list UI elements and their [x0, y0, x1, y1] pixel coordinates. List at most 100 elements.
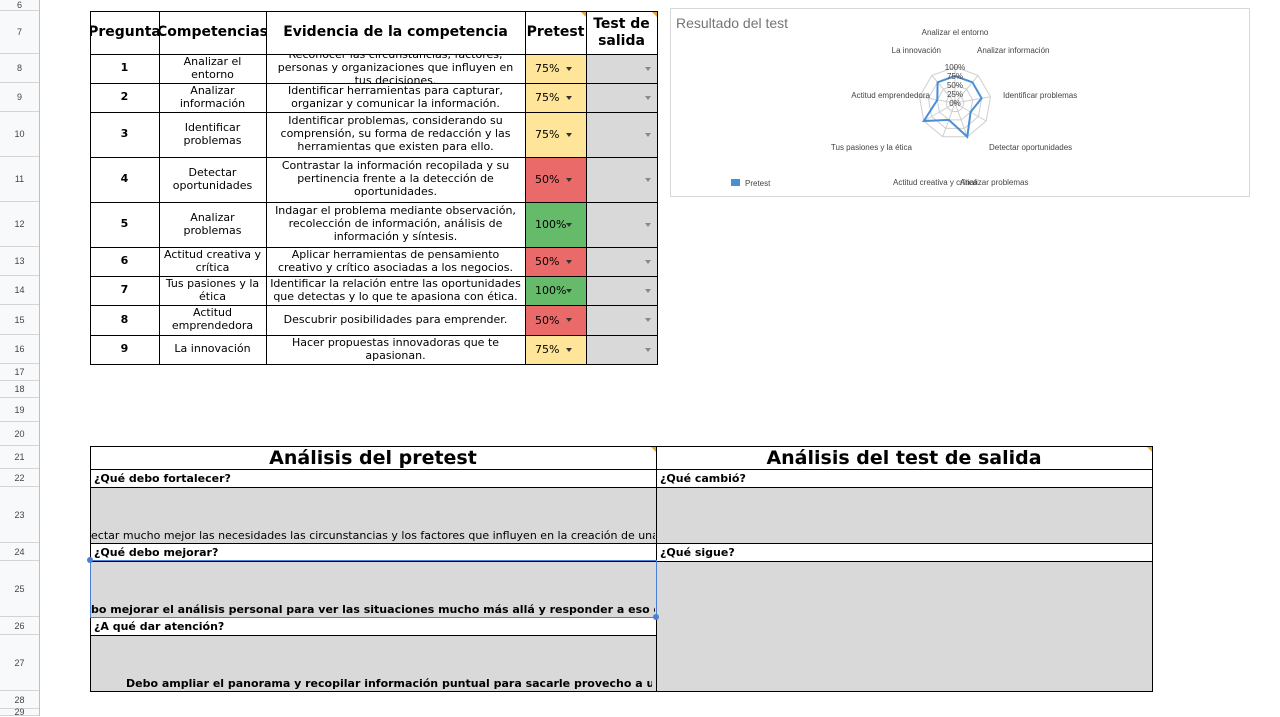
row-number[interactable]: 16 — [0, 335, 39, 364]
evidencia-cell[interactable]: Contrastar la información recopilada y s… — [281, 159, 510, 198]
competencia-cell[interactable]: La innovación — [174, 342, 251, 356]
row-number[interactable]: 13 — [0, 247, 39, 276]
row-number-cell[interactable]: 1 — [120, 61, 129, 75]
competencia-cell[interactable]: Actitud emprendedora — [171, 306, 254, 332]
row-number[interactable]: 19 — [0, 398, 39, 422]
chevron-down-icon — [566, 177, 572, 182]
row-number[interactable]: 7 — [0, 11, 39, 54]
evidencia-cell[interactable]: Reconocer las circunstancias, factores, … — [277, 54, 514, 83]
row-number-cell[interactable]: 2 — [120, 90, 129, 104]
row-number-cell[interactable]: 9 — [120, 342, 129, 356]
test-salida-dropdown[interactable] — [586, 276, 657, 305]
evidencia-cell[interactable]: Identificar la relación entre las oportu… — [270, 276, 521, 303]
pretest-dropdown[interactable]: 75% — [525, 112, 586, 157]
test-salida-dropdown[interactable] — [586, 83, 657, 112]
row-header-column[interactable]: 6 7 8 9 10 11 12 13 14 15 16 17 18 19 20 21 22 23 24 25 26 27… — [0, 0, 40, 717]
row-number[interactable]: 10 — [0, 112, 39, 157]
row-number[interactable]: 26 — [0, 617, 39, 635]
row-number[interactable]: 11 — [0, 157, 39, 202]
selection-handle[interactable] — [87, 557, 93, 563]
header-competencias[interactable]: Competencias — [159, 24, 266, 41]
pretest-dropdown[interactable]: 75% — [525, 335, 586, 364]
evidencia-cell[interactable]: Aplicar herramientas de pensamiento crea… — [278, 247, 513, 274]
competencia-cell[interactable]: Actitud creativa y crítica — [164, 247, 261, 274]
pretest-dropdown[interactable]: 50% — [525, 157, 586, 202]
row-number[interactable]: 8 — [0, 54, 39, 83]
row-number[interactable]: 9 — [0, 83, 39, 112]
row-number[interactable]: 24 — [0, 543, 39, 561]
pretest-dropdown[interactable]: 75% — [525, 54, 586, 83]
test-salida-dropdown[interactable] — [586, 247, 657, 276]
pretest-value: 50% — [535, 313, 560, 327]
pretest-dropdown[interactable]: 100% — [525, 202, 586, 247]
radar-chart[interactable]: Resultado del test 100% 75% 50% 25% 0% Analiz… — [670, 8, 1250, 197]
test-salida-dropdown[interactable] — [586, 305, 657, 335]
row-number[interactable]: 21 — [0, 446, 39, 469]
competencia-cell[interactable]: Analizar información — [179, 83, 246, 110]
chevron-down-icon — [566, 318, 572, 322]
row-number[interactable]: 12 — [0, 202, 39, 247]
row-number[interactable]: 6 — [0, 0, 39, 11]
pretest-dropdown[interactable]: 100% — [525, 276, 586, 305]
row-number[interactable]: 29 — [0, 707, 39, 717]
grid-line — [586, 11, 587, 365]
radar-axis-label: Identificar problemas — [1003, 91, 1077, 100]
test-salida-dropdown[interactable] — [586, 54, 657, 83]
pretest-dropdown[interactable]: 50% — [525, 305, 586, 335]
row-number-cell[interactable]: 8 — [120, 312, 129, 326]
radar-spoke — [954, 96, 991, 104]
evidencia-cell[interactable]: Indagar el problema mediante observación… — [275, 204, 516, 243]
chevron-down-icon — [645, 347, 651, 352]
row-number[interactable]: 22 — [0, 469, 39, 487]
header-test-salida[interactable]: Test de salida — [593, 15, 650, 49]
grid-line — [90, 446, 1153, 447]
test-salida-dropdown[interactable] — [586, 202, 657, 247]
row-number[interactable]: 27 — [0, 635, 39, 691]
evidencia-cell[interactable]: Descubrir posibilidades para emprender. — [283, 312, 508, 326]
row-number-cell[interactable]: 5 — [120, 217, 129, 231]
header-pregunta[interactable]: Pregunta — [90, 24, 159, 41]
radar-grid-ring — [936, 84, 974, 121]
row-number-cell[interactable]: 4 — [120, 172, 129, 186]
chevron-down-icon — [566, 132, 572, 137]
selection-handle[interactable] — [653, 614, 659, 620]
competencia-cell[interactable]: Tus pasiones y la ética — [165, 276, 260, 303]
competencia-cell[interactable]: Detectar oportunidades — [172, 165, 253, 192]
row-number[interactable]: 18 — [0, 381, 39, 398]
competencia-cell[interactable]: Analizar el entorno — [183, 54, 242, 81]
row-number[interactable]: 25 — [0, 561, 39, 617]
answer-sigue-cell[interactable] — [656, 561, 1152, 691]
grid-line — [1152, 446, 1153, 692]
evidencia-cell[interactable]: Identificar problemas, considerando su c… — [280, 114, 511, 153]
label-atencion: ¿A qué dar atención? — [90, 617, 656, 635]
row-number[interactable]: 17 — [0, 364, 39, 381]
evidencia-cell[interactable]: Identificar herramientas para capturar, … — [287, 83, 503, 110]
row-number[interactable]: 28 — [0, 691, 39, 709]
row-number-cell[interactable]: 6 — [120, 254, 129, 268]
pretest-dropdown[interactable]: 75% — [525, 83, 586, 112]
answer-atencion-cell[interactable] — [90, 635, 656, 691]
grid-line — [90, 335, 658, 336]
test-salida-dropdown[interactable] — [586, 335, 657, 364]
row-number[interactable]: 14 — [0, 276, 39, 305]
test-salida-dropdown[interactable] — [586, 112, 657, 157]
competencia-cell[interactable]: Identificar problemas — [183, 120, 242, 147]
grid-line — [90, 112, 658, 113]
pretest-dropdown[interactable]: 50% — [525, 247, 586, 276]
competencia-cell[interactable]: Analizar problemas — [183, 210, 242, 237]
chevron-down-icon — [566, 288, 572, 293]
answer-mejorar-cell[interactable] — [90, 561, 656, 617]
header-pretest[interactable]: Pretest — [526, 24, 585, 41]
test-salida-dropdown[interactable] — [586, 157, 657, 202]
row-number[interactable]: 15 — [0, 305, 39, 335]
header-evidencia[interactable]: Evidencia de la competencia — [283, 24, 508, 41]
evidencia-cell[interactable]: Hacer propuestas innovadoras que te apas… — [291, 335, 500, 362]
row-number-cell[interactable]: 7 — [120, 283, 129, 297]
pretest-value: 100% — [535, 218, 567, 231]
row-number[interactable]: 23 — [0, 487, 39, 543]
row-number[interactable]: 20 — [0, 422, 39, 446]
analisis-pretest-title: Análisis del pretest — [269, 446, 477, 469]
chevron-down-icon — [566, 259, 572, 264]
answer-fortalecer-cell[interactable] — [90, 487, 656, 543]
row-number-cell[interactable]: 3 — [120, 127, 129, 141]
